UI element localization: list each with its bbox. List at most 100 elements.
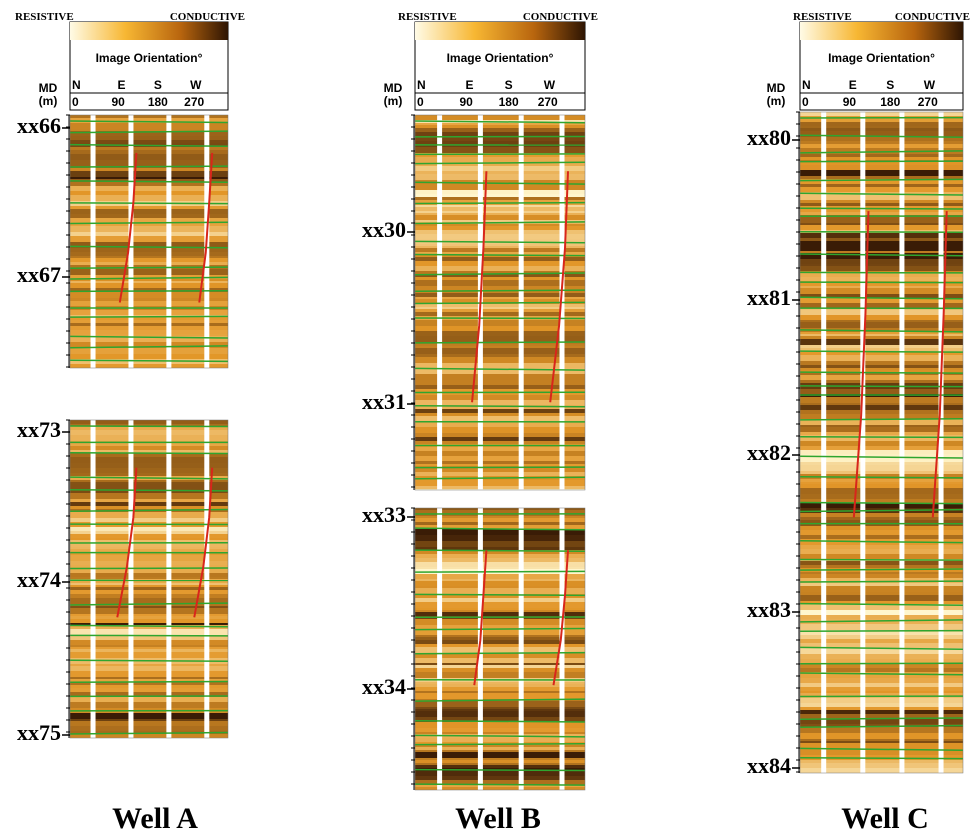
md-label: MD: [39, 81, 58, 95]
well-name: Well A: [112, 802, 198, 835]
bedding-pick: [415, 203, 585, 204]
md-label: MD: [384, 81, 403, 95]
depth-label: xx67: [17, 262, 61, 287]
bedding-pick: [800, 351, 963, 352]
depth-label: xx84: [747, 753, 791, 778]
md-unit: (m): [767, 94, 786, 108]
degree-label: 90: [460, 95, 474, 109]
pad-gap: [204, 420, 209, 738]
bedding-pick: [800, 758, 963, 759]
direction-label: E: [118, 78, 126, 92]
depth-label: xx83: [747, 597, 791, 622]
bedding-pick: [800, 581, 963, 582]
bedding-pick: [800, 282, 963, 283]
bedding-pick: [70, 682, 228, 683]
bedding-pick: [415, 406, 585, 407]
bedding-pick: [415, 571, 585, 572]
md-unit: (m): [384, 94, 403, 108]
degree-label: 180: [880, 95, 900, 109]
bedding-pick: [800, 386, 963, 387]
direction-label: W: [190, 78, 202, 92]
well-name: Well C: [841, 802, 929, 835]
resistive-label: RESISTIVE: [793, 11, 852, 23]
bedding-pick: [800, 663, 963, 664]
degree-label: 270: [918, 95, 938, 109]
pad-gap: [128, 420, 133, 738]
bedding-pick: [70, 635, 228, 636]
conductive-label: CONDUCTIVE: [523, 11, 598, 23]
resistive-label: RESISTIVE: [398, 11, 457, 23]
well-name: Well B: [455, 802, 541, 835]
bedding-pick: [70, 291, 228, 292]
orientation-title: Image Orientation°: [828, 51, 935, 65]
direction-label: E: [466, 78, 474, 92]
depth-label: xx33: [362, 502, 406, 527]
pad-gap: [166, 115, 171, 368]
pad-gap: [91, 420, 96, 738]
degree-label: 0: [72, 95, 79, 109]
bedding-pick: [800, 560, 963, 561]
image-log: [70, 420, 228, 738]
orientation-title: Image Orientation°: [447, 51, 554, 65]
color-bar: [415, 22, 585, 40]
direction-label: W: [544, 78, 556, 92]
image-log: [800, 112, 963, 773]
degree-label: 90: [843, 95, 857, 109]
direction-label: W: [924, 78, 936, 92]
bedding-pick: [800, 232, 963, 233]
depth-label: xx73: [17, 417, 61, 442]
degree-label: 270: [538, 95, 558, 109]
degree-label: 90: [112, 95, 126, 109]
depth-label: xx82: [747, 440, 791, 465]
bedding-pick: [70, 426, 228, 427]
pad-gap: [166, 420, 171, 738]
depth-label: xx81: [747, 285, 791, 310]
direction-label: N: [417, 78, 426, 92]
image-log: [70, 115, 228, 368]
bedding-pick: [415, 467, 585, 468]
bedding-pick: [800, 372, 963, 373]
bedding-pick: [415, 594, 585, 595]
direction-label: S: [154, 78, 162, 92]
bedding-pick: [415, 744, 585, 745]
conductive-label: CONDUCTIVE: [895, 11, 970, 23]
bedding-pick: [70, 203, 228, 204]
bedding-pick: [70, 568, 228, 569]
depth-label: xx34: [362, 674, 406, 699]
orientation-title: Image Orientation°: [96, 51, 203, 65]
direction-label: E: [849, 78, 857, 92]
bedding-pick: [415, 784, 585, 785]
direction-label: S: [505, 78, 513, 92]
bedding-pick: [415, 154, 585, 155]
bedding-pick: [415, 342, 585, 343]
degree-label: 0: [802, 95, 809, 109]
conductive-label: CONDUCTIVE: [170, 11, 245, 23]
bedding-pick: [70, 660, 228, 661]
depth-label: xx30: [362, 217, 406, 242]
bedding-pick: [70, 166, 228, 167]
degree-label: 180: [499, 95, 519, 109]
color-bar: [70, 22, 228, 40]
image-log: [415, 508, 585, 790]
direction-label: N: [802, 78, 811, 92]
degree-label: 270: [184, 95, 204, 109]
depth-label: xx31: [362, 389, 406, 414]
md-unit: (m): [39, 94, 58, 108]
bedding-pick: [800, 161, 963, 162]
pad-gap: [437, 115, 442, 490]
resistive-label: RESISTIVE: [15, 11, 74, 23]
bedding-pick: [800, 208, 963, 209]
degree-label: 180: [148, 95, 168, 109]
image-log: [415, 115, 585, 490]
pad-gap: [91, 115, 96, 368]
degree-label: 0: [417, 95, 424, 109]
depth-label: xx75: [17, 720, 61, 745]
bedding-pick: [70, 453, 228, 454]
direction-label: N: [72, 78, 81, 92]
direction-label: S: [886, 78, 894, 92]
depth-label: xx80: [747, 125, 791, 150]
color-bar: [800, 22, 963, 40]
bedding-pick: [800, 631, 963, 632]
md-label: MD: [767, 81, 786, 95]
depth-label: xx74: [17, 567, 61, 592]
